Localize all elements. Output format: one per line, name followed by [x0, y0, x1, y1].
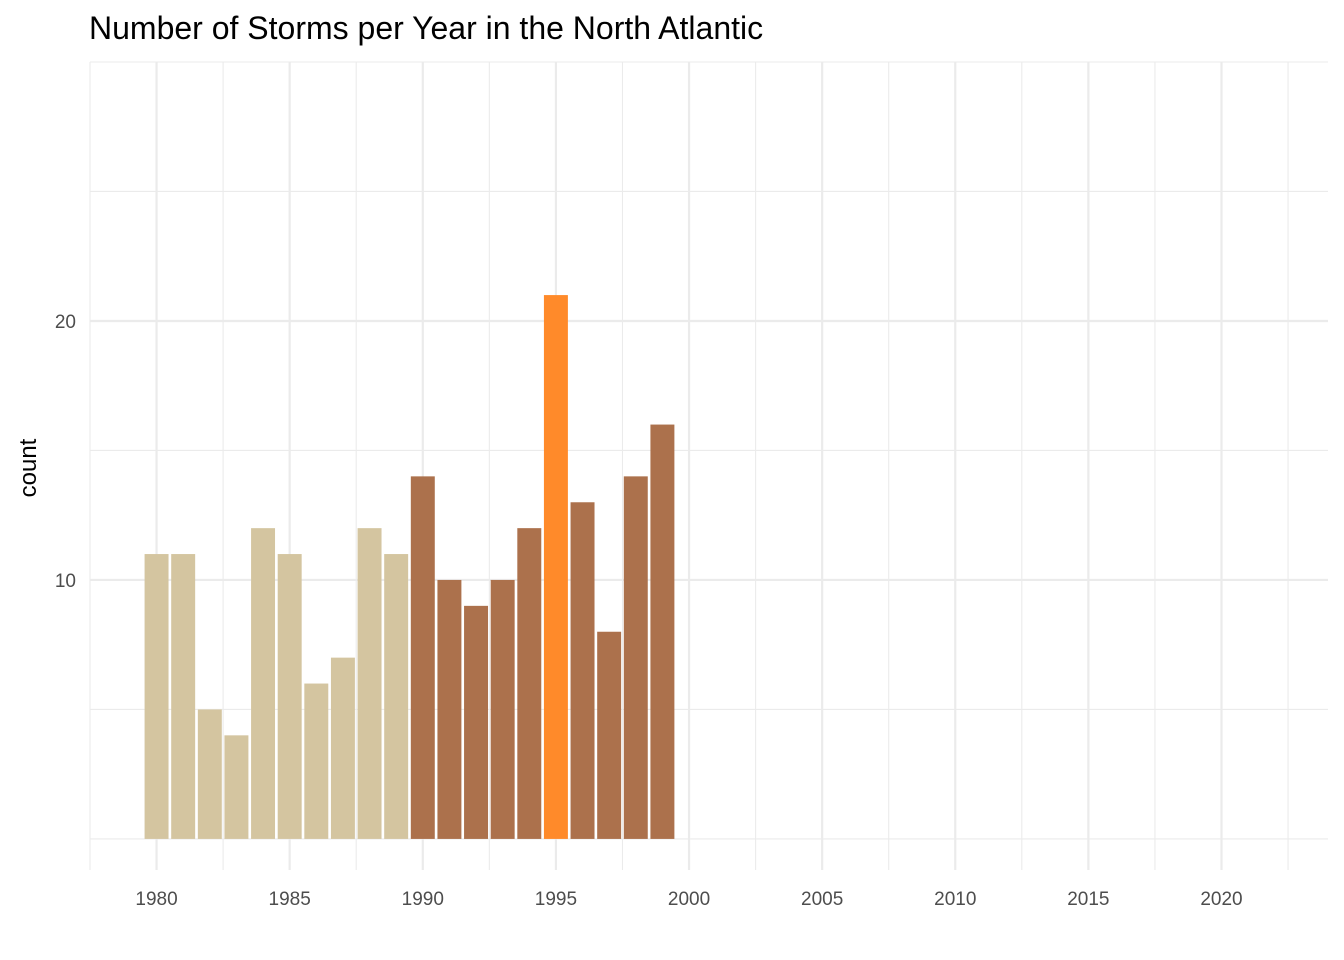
bar-1980: [144, 554, 169, 839]
bar-1985: [277, 554, 302, 839]
y-tick-label: 10: [55, 571, 76, 592]
bar-1990: [410, 476, 435, 839]
bar-1999: [650, 424, 675, 839]
x-tick-label: 2015: [1067, 889, 1109, 910]
bar-1981: [171, 554, 196, 839]
x-tick-label: 1990: [402, 889, 444, 910]
bar-1984: [251, 528, 276, 839]
bar-1987: [330, 657, 355, 839]
bar-1994: [517, 528, 542, 839]
x-tick-label: 2020: [1200, 889, 1242, 910]
x-tick-label: 1995: [535, 889, 577, 910]
bar-layer: [144, 295, 675, 839]
grid-layer: [89, 61, 1328, 870]
bar-1996: [570, 502, 595, 839]
y-tick-label: 20: [55, 312, 76, 333]
bar-1995: [543, 295, 568, 839]
bar-1989: [384, 554, 409, 839]
bar-1986: [304, 683, 329, 839]
bar-1993: [490, 579, 515, 839]
tick-label-layer: 1980 1985 1990 1995 2000 2005 2010 2015 2020 10 20: [55, 312, 1243, 910]
bar-1992: [464, 605, 489, 839]
x-tick-label: 2005: [801, 889, 843, 910]
x-tick-label: 1980: [135, 889, 177, 910]
chart-title: Number of Storms per Year in the North A…: [89, 10, 763, 46]
bar-1998: [623, 476, 648, 839]
bar-1983: [224, 735, 249, 839]
bar-1982: [197, 709, 222, 839]
x-tick-label: 2000: [668, 889, 710, 910]
bar-1991: [437, 579, 462, 839]
bar-1988: [357, 528, 382, 839]
y-axis-title: count: [15, 438, 42, 497]
x-tick-label: 2010: [934, 889, 976, 910]
bar-1997: [597, 631, 622, 839]
x-tick-label: 1985: [269, 889, 311, 910]
